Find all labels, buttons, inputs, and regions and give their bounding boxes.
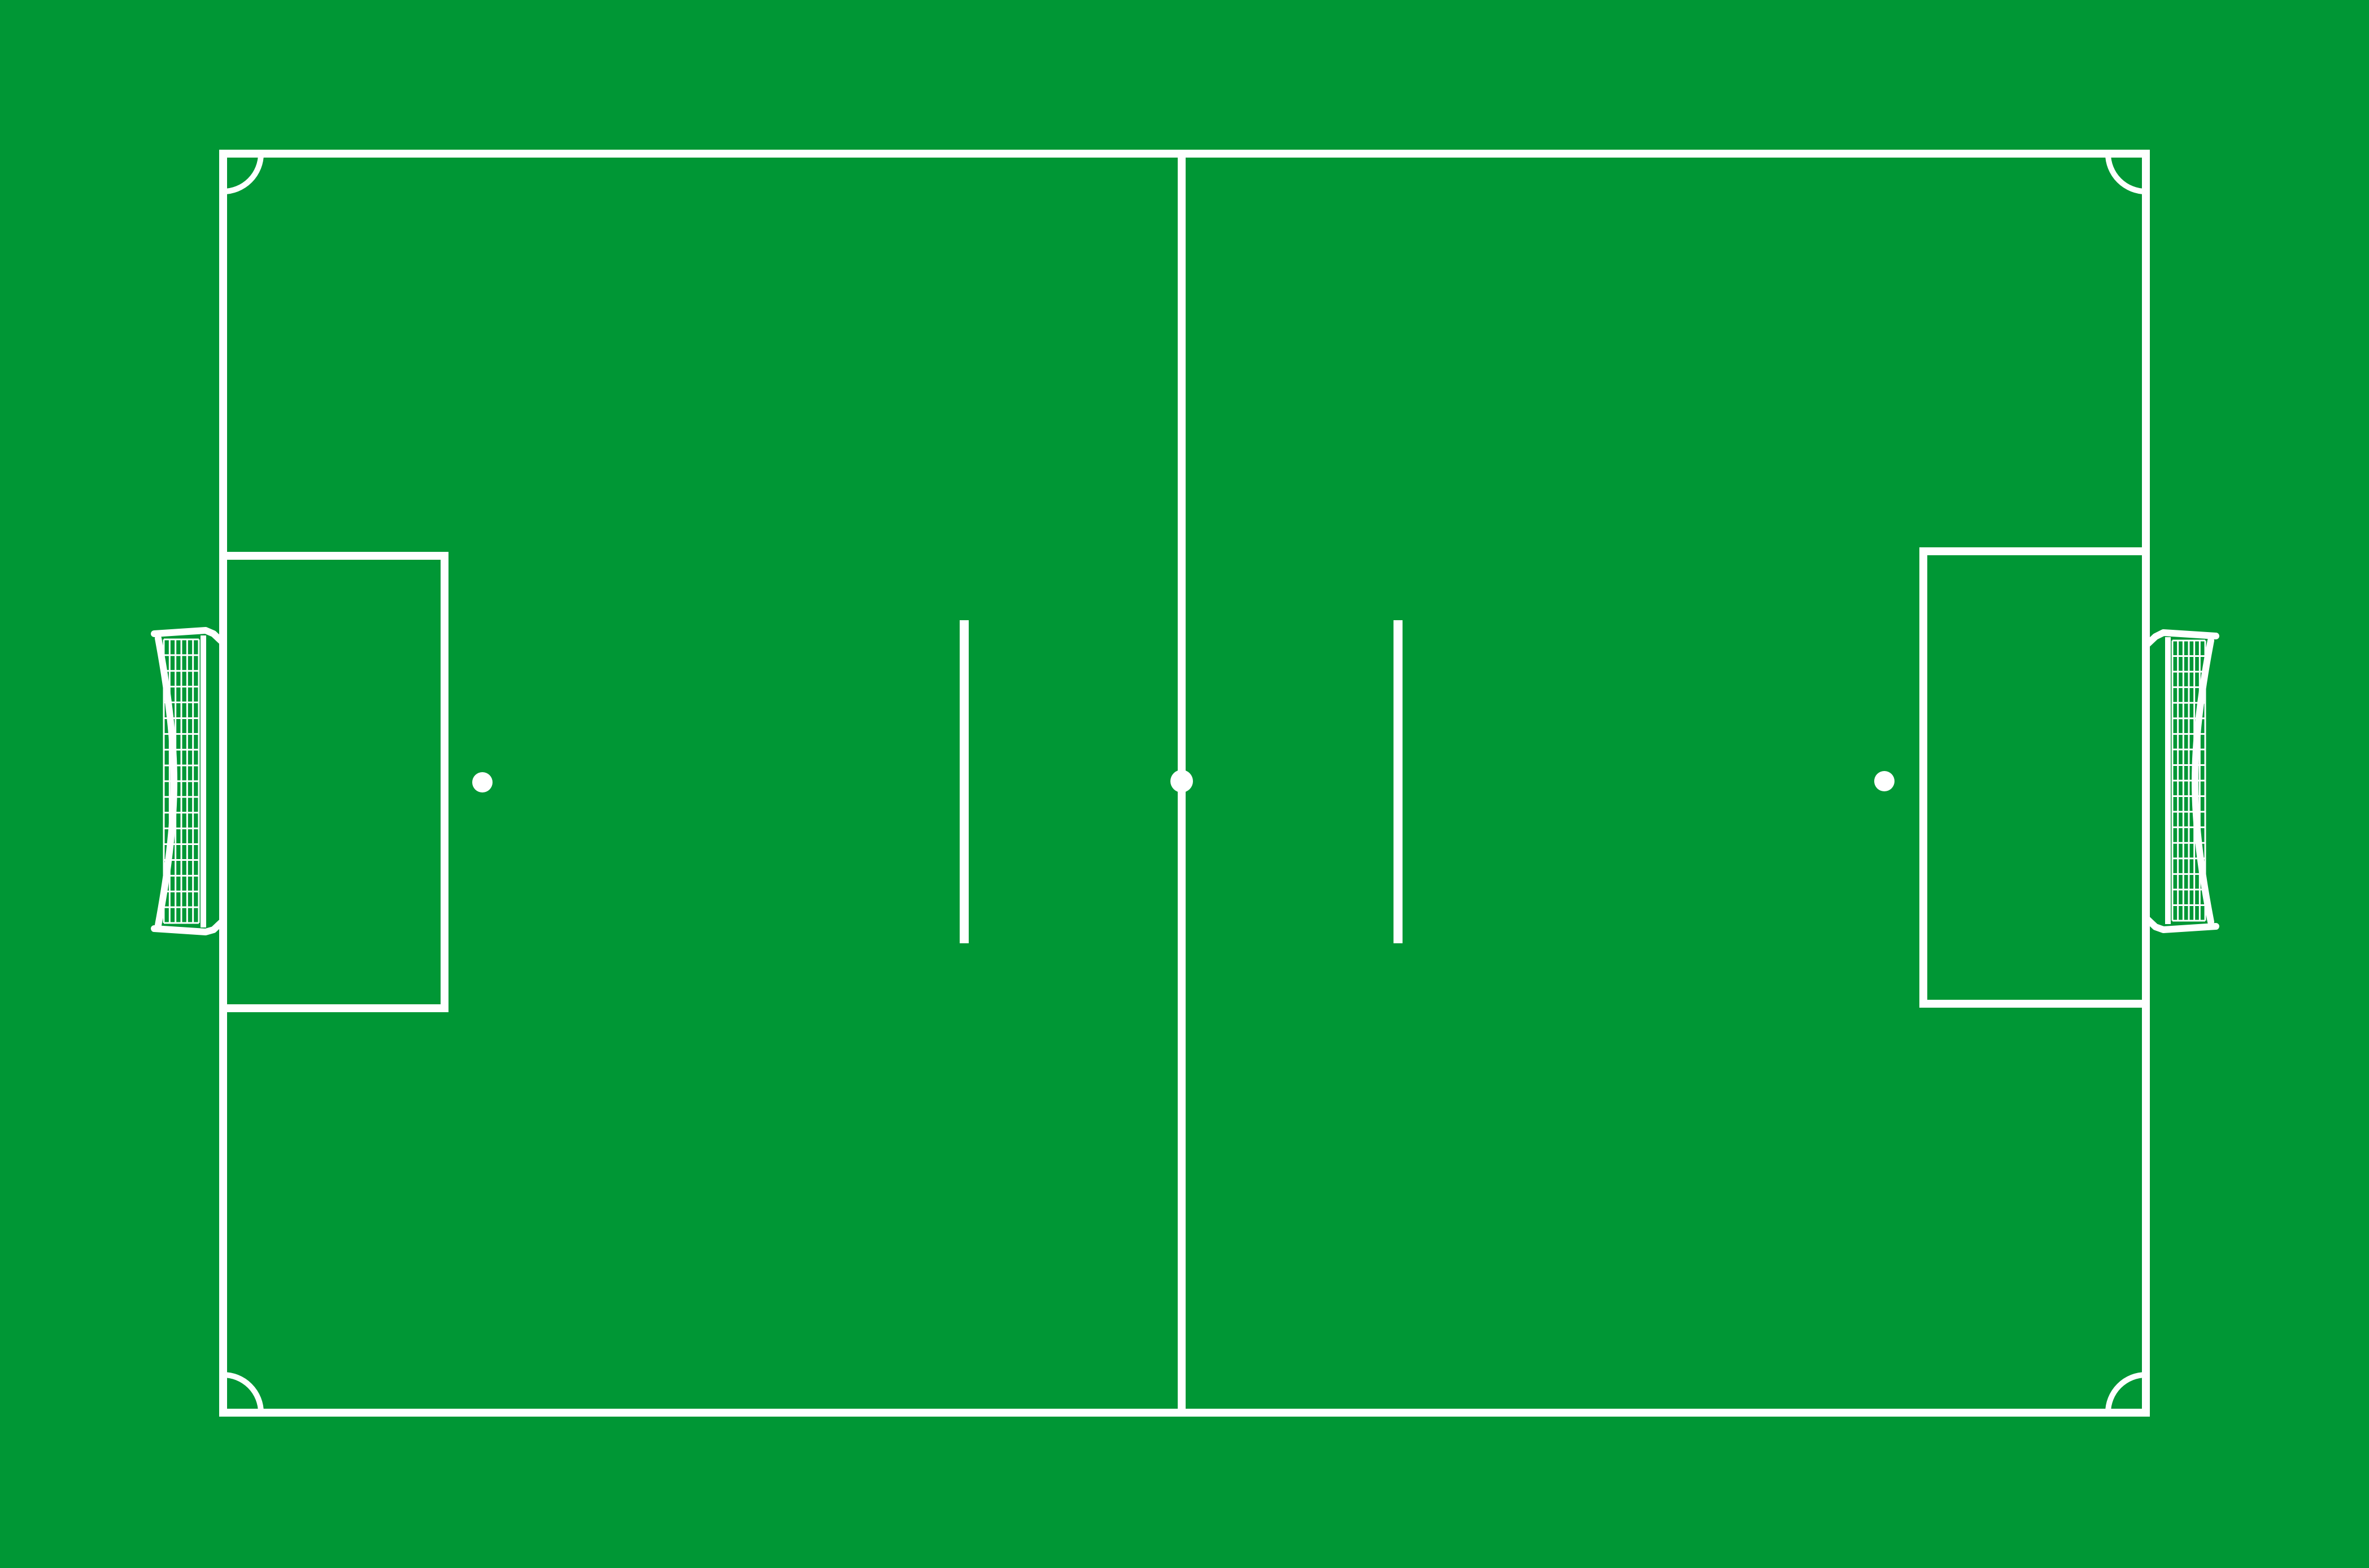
right-penalty-spot	[1874, 771, 1895, 791]
right-penalty-area	[1919, 547, 2150, 1008]
corner-arc-bottom-left	[223, 1372, 264, 1413]
left-penalty-area	[219, 552, 448, 1012]
corner-arc-bottom-right	[2105, 1372, 2146, 1413]
right-restart-mark	[1393, 620, 1403, 943]
corner-arc-top-left	[223, 153, 264, 194]
corner-arc-top-right	[2105, 153, 2146, 194]
left-goal	[151, 627, 227, 935]
left-restart-mark	[960, 620, 969, 943]
right-goal-net	[2171, 639, 2206, 922]
left-penalty-spot	[472, 772, 493, 792]
left-goal-net	[163, 638, 200, 924]
center-spot	[1170, 770, 1193, 792]
right-goal	[2142, 629, 2219, 933]
